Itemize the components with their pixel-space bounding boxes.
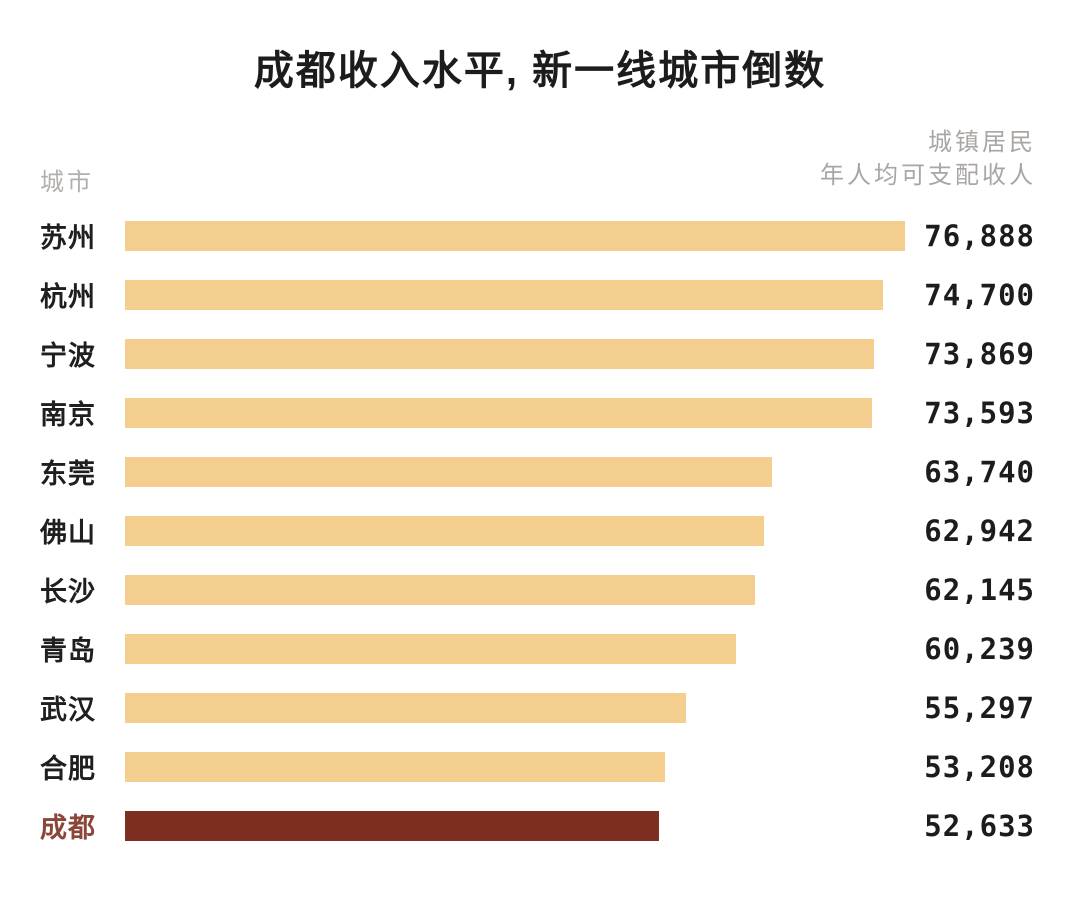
city-label: 武汉 [40,695,96,725]
city-label: 东莞 [40,459,96,489]
chart-row: 成都 52,633 [40,796,1035,855]
bar [125,279,883,310]
chart-row: 南京 73,593 [40,383,1035,442]
chart-row: 佛山 62,942 [40,501,1035,560]
value-label: 53,208 [924,749,1035,784]
city-label: 佛山 [40,518,96,548]
bar-area [125,810,915,841]
chart-title: 成都收入水平, 新一线城市倒数 [253,49,827,93]
value-label: 60,239 [924,631,1035,666]
value-label: 63,740 [924,454,1035,489]
value-header-line1: 城镇居民 [928,129,1036,156]
chart-row: 杭州 74,700 [40,265,1035,324]
value-header-line2: 年人均可支配收人 [820,162,1036,189]
bar [125,397,872,428]
value-label: 62,942 [924,513,1035,548]
value-label: 74,700 [924,277,1035,312]
city-label: 南京 [40,400,96,430]
chart-row: 合肥 53,208 [40,737,1035,796]
chart-row: 苏州 76,888 [40,206,1035,265]
bar [125,810,659,841]
bar [125,574,755,605]
value-column-header: 城镇居民 年人均可支配收人 [820,126,1036,192]
chart-row: 长沙 62,145 [40,560,1035,619]
city-label: 苏州 [40,223,96,253]
bar [125,220,905,251]
chart-row: 武汉 55,297 [40,678,1035,737]
value-label: 55,297 [924,690,1035,725]
bar-area [125,751,915,782]
chart-row: 东莞 63,740 [40,442,1035,501]
city-label: 青岛 [40,636,96,666]
city-label: 杭州 [40,282,96,312]
bar-area [125,574,915,605]
value-label: 52,633 [924,808,1035,843]
value-label: 62,145 [924,572,1035,607]
value-label: 76,888 [924,218,1035,253]
bar [125,692,686,723]
bar [125,515,764,546]
bar [125,338,874,369]
chart-row: 宁波 73,869 [40,324,1035,383]
bar-area [125,279,915,310]
bar-area [125,633,915,664]
value-label: 73,869 [924,336,1035,371]
bar-area [125,220,915,251]
city-label: 合肥 [40,754,96,784]
bar-area [125,397,915,428]
bar [125,751,665,782]
bar [125,456,772,487]
city-label: 宁波 [40,341,96,371]
bar [125,633,736,664]
bar-area [125,515,915,546]
chart-row: 青岛 60,239 [40,619,1035,678]
chart-rows: 苏州 76,888 杭州 74,700 宁波 73,869 南京 73,593 东莞 63,740… [40,206,1035,855]
value-label: 73,593 [924,395,1035,430]
city-label: 成都 [40,813,96,843]
bar-area [125,456,915,487]
bar-area [125,692,915,723]
city-column-header: 城市 [40,169,94,196]
bar-area [125,338,915,369]
city-label: 长沙 [40,577,96,607]
